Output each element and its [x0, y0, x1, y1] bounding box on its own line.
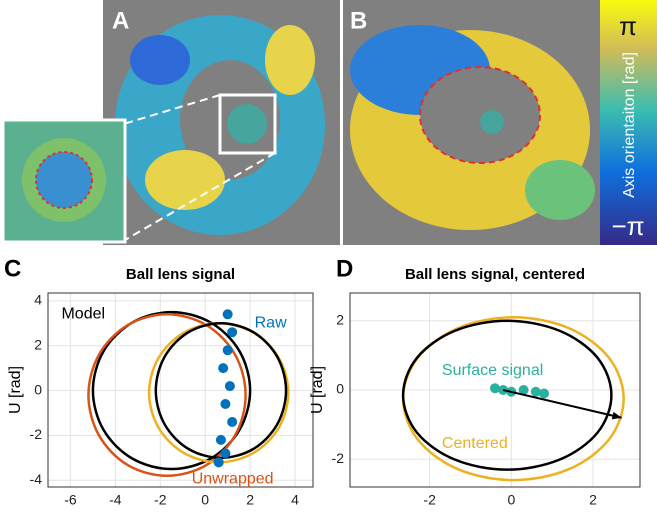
series-line — [401, 319, 613, 471]
x-tick-label: -4 — [109, 492, 122, 508]
panel-label: C — [4, 255, 21, 282]
data-point — [215, 434, 226, 445]
y-tick-label: -4 — [30, 471, 43, 487]
x-tick-label: 0 — [507, 492, 515, 508]
data-point — [227, 327, 238, 338]
data-point — [222, 309, 233, 320]
arrow-head — [611, 411, 622, 420]
y-tick-label: 0 — [336, 381, 344, 397]
chart-title: Ball lens signal — [126, 266, 235, 283]
series-annotation: Centered — [442, 435, 508, 452]
axes-frame — [47, 292, 314, 488]
arrow — [502, 389, 622, 419]
y-tick-label: 2 — [336, 311, 344, 327]
data-point — [224, 381, 235, 392]
y-tick-label: -2 — [30, 426, 43, 442]
x-tick-label: -6 — [64, 492, 77, 508]
data-point — [227, 416, 238, 427]
series-annotation: Raw — [255, 314, 287, 331]
x-tick-label: -2 — [154, 492, 167, 508]
panel-a-image — [1, 0, 340, 245]
data-point — [220, 399, 231, 410]
x-tick-label: 2 — [246, 492, 254, 508]
panel-b-image — [343, 0, 600, 245]
y-tick-label: 0 — [34, 381, 42, 397]
panel-label: B — [350, 7, 367, 34]
x-tick-label: 2 — [589, 492, 597, 508]
series-line — [154, 322, 288, 460]
data-point — [539, 388, 550, 399]
series-annotation: Surface signal — [442, 362, 543, 379]
y-tick-label: 2 — [34, 336, 42, 352]
data-point — [220, 448, 231, 459]
series-annotation: Unwrapped — [192, 470, 274, 487]
y-tick-label: 4 — [34, 292, 42, 308]
colorbar-min: −π — [611, 211, 644, 241]
series-annotation: Model — [61, 306, 105, 323]
y-tick-label: -2 — [332, 450, 345, 466]
y-axis-label: U [rad] — [309, 366, 326, 414]
colorbar-label: Axis orientaiton [rad] — [621, 52, 638, 198]
data-point — [213, 457, 224, 468]
data-point — [518, 385, 529, 395]
data-point — [490, 383, 500, 394]
data-point — [530, 386, 541, 397]
data-point — [218, 363, 229, 374]
x-tick-label: 0 — [201, 492, 209, 508]
chart-title: Ball lens signal, centered — [405, 266, 585, 283]
panel-label: A — [112, 7, 129, 34]
colorbar — [600, 0, 657, 245]
x-tick-label: 4 — [291, 492, 299, 508]
panel-label: D — [336, 255, 353, 282]
colorbar-max: π — [619, 11, 637, 41]
x-tick-label: -2 — [423, 492, 436, 508]
axes-frame — [349, 292, 641, 488]
data-point — [222, 345, 233, 356]
y-axis-label: U [rad] — [7, 366, 24, 414]
